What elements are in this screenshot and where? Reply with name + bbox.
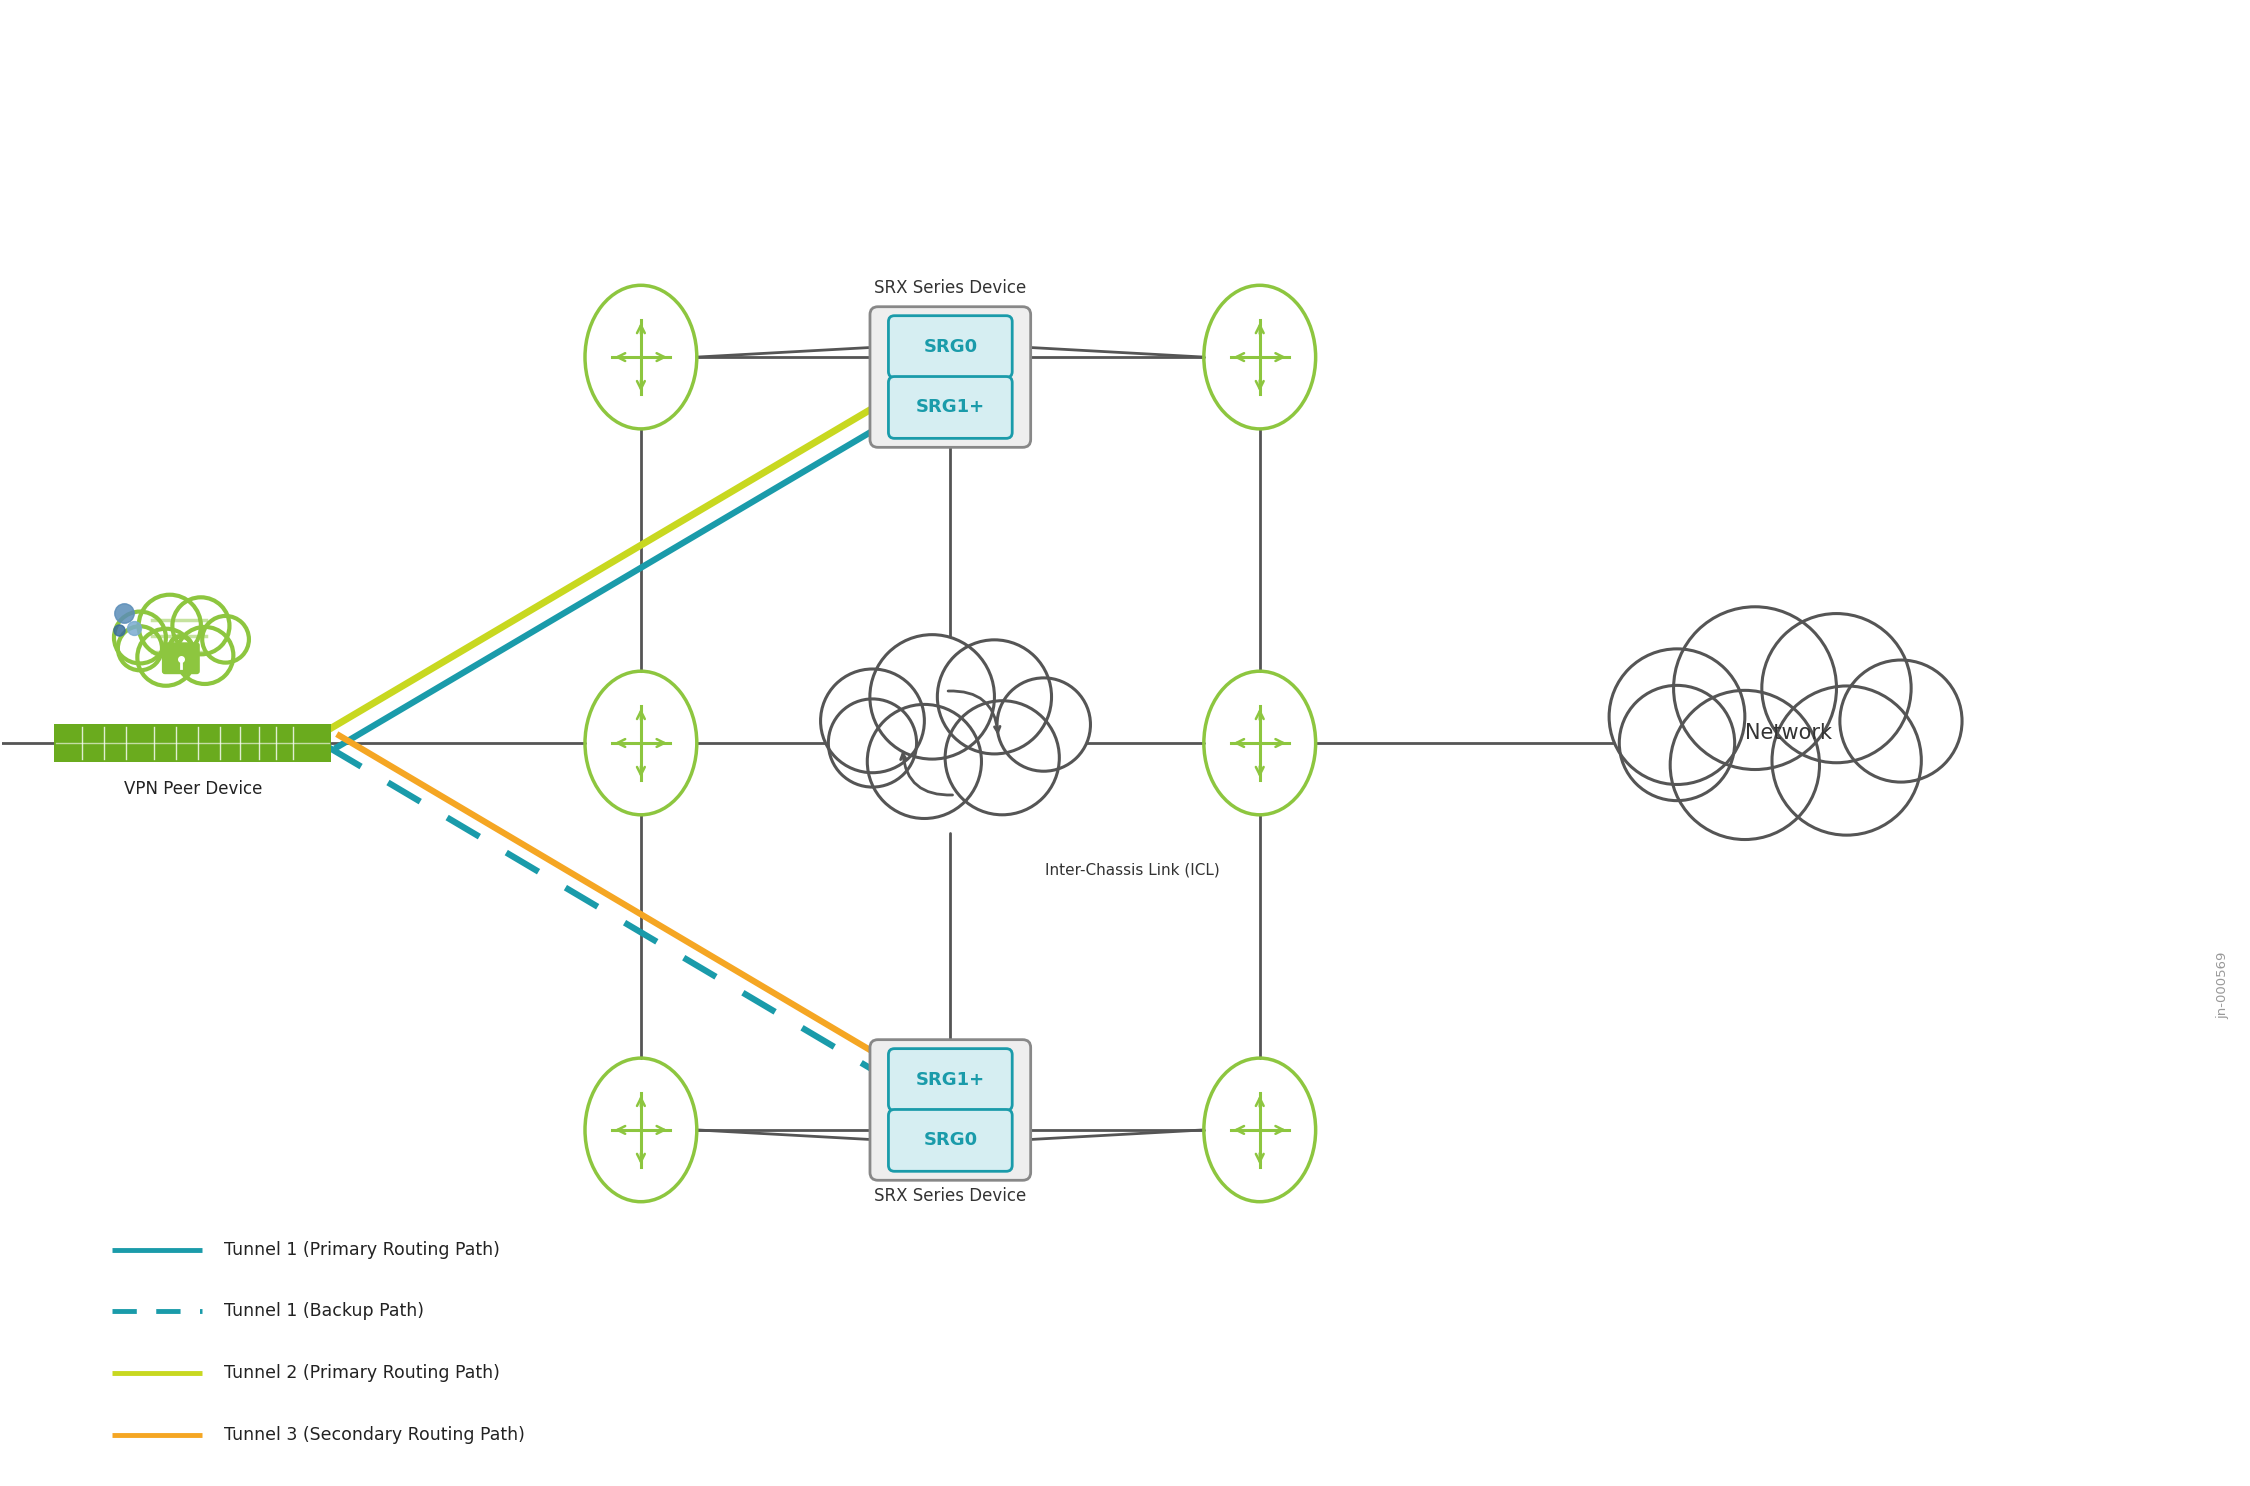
Circle shape <box>866 704 981 819</box>
Text: SRX Series Device: SRX Series Device <box>875 1187 1026 1205</box>
Text: SRX Series Device: SRX Series Device <box>875 279 1026 297</box>
Circle shape <box>828 698 916 788</box>
Circle shape <box>115 612 166 663</box>
Bar <box>862 743 1040 776</box>
Circle shape <box>821 669 925 773</box>
Text: Inter-Chassis Link (ICL): Inter-Chassis Link (ICL) <box>1046 863 1220 878</box>
Text: Tunnel 2 (Primary Routing Path): Tunnel 2 (Primary Routing Path) <box>223 1364 500 1382</box>
Text: Tunnel 1 (Primary Routing Path): Tunnel 1 (Primary Routing Path) <box>223 1241 500 1259</box>
Circle shape <box>871 635 994 759</box>
Circle shape <box>137 629 194 685</box>
Text: Network: Network <box>1746 724 1831 743</box>
Circle shape <box>1674 606 1836 770</box>
FancyBboxPatch shape <box>871 306 1030 447</box>
FancyBboxPatch shape <box>889 1110 1012 1171</box>
Circle shape <box>140 594 200 657</box>
Text: VPN Peer Device: VPN Peer Device <box>124 780 261 798</box>
Circle shape <box>176 627 234 684</box>
Text: SRG1+: SRG1+ <box>916 398 986 416</box>
Circle shape <box>117 626 162 670</box>
Text: Tunnel 1 (Backup Path): Tunnel 1 (Backup Path) <box>223 1302 423 1321</box>
FancyBboxPatch shape <box>871 1040 1030 1180</box>
Text: SRG0: SRG0 <box>922 337 976 355</box>
Circle shape <box>945 701 1060 814</box>
Circle shape <box>202 617 250 663</box>
FancyBboxPatch shape <box>889 1049 1012 1110</box>
Circle shape <box>1773 687 1922 835</box>
Text: SRG0: SRG0 <box>922 1131 976 1149</box>
FancyBboxPatch shape <box>889 315 1012 377</box>
Text: SRG1+: SRG1+ <box>916 1070 986 1089</box>
Bar <box>1663 743 1894 783</box>
FancyBboxPatch shape <box>889 376 1012 438</box>
FancyBboxPatch shape <box>54 724 331 762</box>
Circle shape <box>1609 649 1744 785</box>
Circle shape <box>997 678 1091 771</box>
Circle shape <box>1620 685 1735 801</box>
Circle shape <box>1670 691 1820 840</box>
Text: Tunnel 3 (Secondary Routing Path): Tunnel 3 (Secondary Routing Path) <box>223 1427 524 1444</box>
Circle shape <box>1840 660 1962 782</box>
Bar <box>135 648 223 664</box>
FancyBboxPatch shape <box>162 642 200 675</box>
Circle shape <box>938 640 1051 753</box>
Circle shape <box>173 597 230 654</box>
Text: jn-000569: jn-000569 <box>2216 951 2230 1019</box>
Circle shape <box>1762 614 1910 762</box>
